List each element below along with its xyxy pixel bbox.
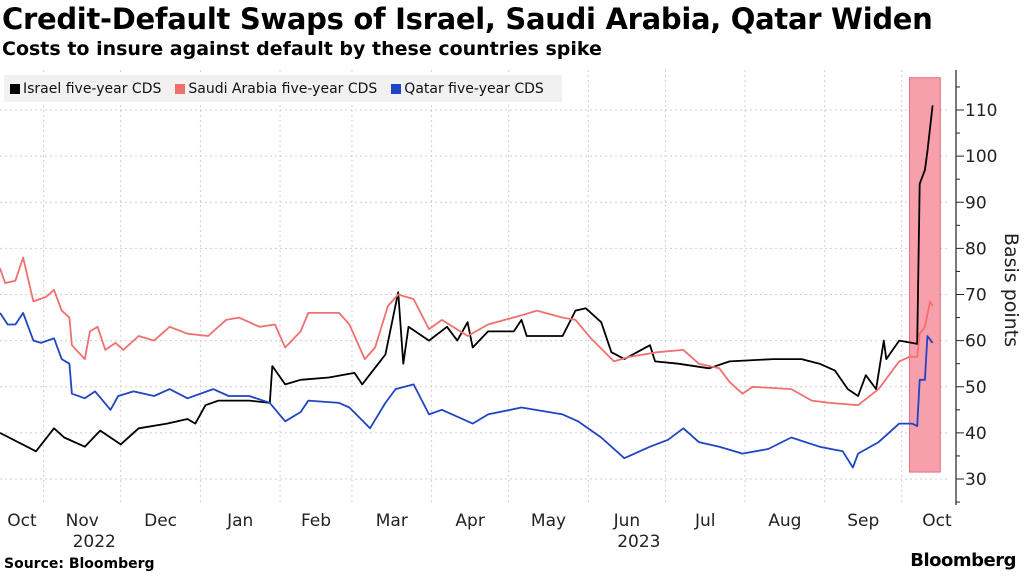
y-tick-label: 60 <box>965 332 987 352</box>
legend-item-qatar: Qatar five-year CDS <box>391 81 544 97</box>
y-tick-label: 90 <box>965 193 987 213</box>
x-tick-label: Aug <box>768 511 801 531</box>
x-tick-label: Feb <box>301 511 331 531</box>
highlight-band <box>908 77 941 473</box>
y-tick-label: 110 <box>965 101 997 121</box>
x-tick-label: Jun <box>613 511 641 531</box>
chart-title: Credit-Default Swaps of Israel, Saudi Ar… <box>2 2 933 36</box>
series-line-israel <box>0 105 934 453</box>
source-note: Source: Bloomberg <box>4 556 155 572</box>
x-tick-label: Oct <box>7 511 37 531</box>
series-line-qatar <box>0 312 934 469</box>
legend-swatch-israel <box>10 83 20 94</box>
x-tick-label: Dec <box>144 511 177 531</box>
legend: Israel five-year CDS Saudi Arabia five-y… <box>4 75 562 102</box>
legend-label-saudi-arabia: Saudi Arabia five-year CDS <box>188 80 378 97</box>
x-tick-label: Oct <box>922 511 952 531</box>
x-year-label: 2022 <box>73 532 116 552</box>
x-year-label: 2023 <box>617 532 660 552</box>
legend-swatch-qatar <box>391 83 402 94</box>
legend-item-saudi-arabia: Saudi Arabia five-year CDS <box>175 81 377 97</box>
x-tick-label: Sep <box>847 511 879 531</box>
x-tick-label: Nov <box>66 511 99 531</box>
y-axis-label: Basis points <box>1000 233 1022 347</box>
y-tick-label: 100 <box>965 147 997 167</box>
x-tick-label: Mar <box>376 511 408 531</box>
legend-item-israel: Israel five-year CDS <box>10 81 161 97</box>
series-line-saudi <box>0 256 934 407</box>
y-tick-label: 70 <box>965 286 987 306</box>
y-tick-label: 40 <box>965 424 987 444</box>
legend-label-israel: Israel five-year CDS <box>23 80 162 97</box>
x-tick-label: Apr <box>455 511 484 531</box>
legend-swatch-saudi-arabia <box>175 83 186 94</box>
y-tick-label: 30 <box>965 470 987 490</box>
chart-subtitle: Costs to insure against default by these… <box>2 38 602 60</box>
x-tick-label: Jul <box>694 511 716 531</box>
bloomberg-logo: Bloomberg <box>910 550 1016 571</box>
legend-label-qatar: Qatar five-year CDS <box>404 80 544 97</box>
y-tick-label: 80 <box>965 239 987 259</box>
x-tick-label: Jan <box>226 511 253 531</box>
y-tick-label: 50 <box>965 378 987 398</box>
x-tick-label: May <box>531 511 566 531</box>
